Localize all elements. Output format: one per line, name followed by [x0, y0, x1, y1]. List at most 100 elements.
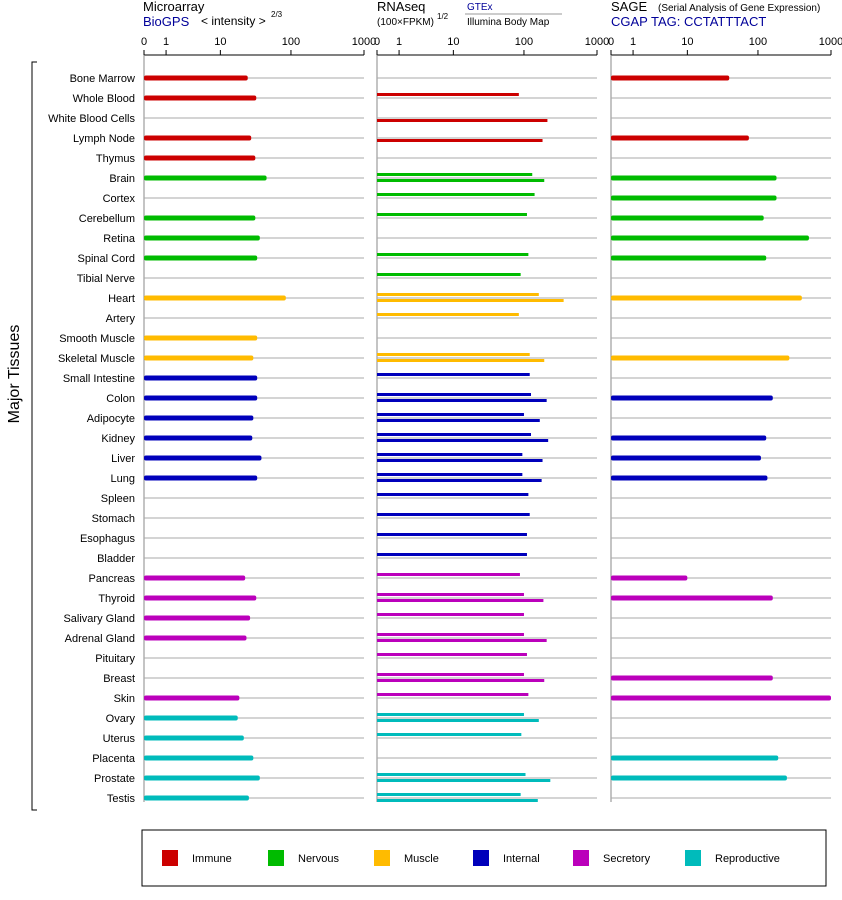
bar-gtex — [377, 773, 526, 776]
x-tick-label: 1 — [163, 36, 169, 48]
tissue-label: Prostate — [94, 773, 135, 785]
bar-gtex — [377, 433, 532, 436]
legend-label-internal: Internal — [503, 853, 540, 865]
bar-value — [611, 215, 764, 221]
bar-gtex — [377, 373, 530, 376]
bar-value — [611, 175, 777, 181]
bar-gtex — [377, 593, 524, 596]
tissue-label: Salivary Gland — [63, 613, 135, 625]
bar-value — [611, 395, 773, 401]
tissue-label: Stomach — [92, 513, 135, 525]
bar-gtex — [377, 533, 527, 536]
x-tick-label: 100 — [749, 36, 767, 48]
bar-value — [144, 715, 238, 721]
bar-value — [611, 75, 730, 81]
bar-value — [144, 355, 254, 361]
tissue-label: Adipocyte — [87, 413, 135, 425]
legend-swatch-muscle — [374, 850, 390, 866]
tissue-label: Uterus — [103, 733, 136, 745]
bar-value — [144, 255, 258, 261]
tissue-label: Artery — [106, 313, 136, 325]
illumina-body-map-label: Illumina Body Map — [467, 17, 550, 28]
bar-gtex — [377, 353, 530, 356]
bar-value — [144, 595, 257, 601]
tissue-label: Whole Blood — [73, 93, 135, 105]
bar-value — [144, 775, 260, 781]
tissue-label: Thyroid — [98, 593, 135, 605]
tissue-label: Spinal Cord — [78, 253, 135, 265]
bar-gtex — [377, 693, 529, 696]
x-tick-label: 10 — [447, 36, 459, 48]
x-tick-label: 0 — [141, 36, 147, 48]
bar-value — [611, 675, 773, 681]
x-tick-label: 1 — [396, 36, 402, 48]
x-tick-label: 100 — [515, 36, 533, 48]
bar-gtex — [377, 653, 527, 656]
y-axis-label: Major Tissues — [6, 325, 23, 424]
sage-header: SAGE (Serial Analysis of Gene Expression… — [611, 0, 820, 29]
legend-swatch-internal — [473, 850, 489, 866]
bar-value — [611, 255, 767, 261]
bar-illumina — [377, 479, 542, 482]
tissue-label: Adrenal Gland — [65, 633, 135, 645]
bar-value — [611, 455, 761, 461]
biogps-link[interactable]: BioGPS — [143, 14, 190, 29]
bar-value — [144, 335, 258, 341]
legend-label-immune: Immune — [192, 853, 232, 865]
bar-illumina — [377, 639, 547, 642]
intensity-label: < intensity > — [201, 14, 266, 28]
bar-value — [144, 455, 262, 461]
bar-value — [611, 435, 767, 441]
bar-illumina — [377, 139, 543, 142]
tissue-label: Pituitary — [95, 653, 135, 665]
bar-value — [144, 575, 246, 581]
bar-gtex — [377, 553, 527, 556]
microarray-header: Microarray BioGPS < intensity > 2/3 — [143, 0, 283, 29]
bar-value — [144, 75, 248, 81]
legend-swatch-reproductive — [685, 850, 701, 866]
bar-gtex — [377, 613, 524, 616]
tissue-label: Thymus — [96, 153, 136, 165]
bar-gtex — [377, 93, 519, 96]
bar-gtex — [377, 273, 521, 276]
bar-illumina — [377, 599, 544, 602]
bar-gtex — [377, 213, 527, 216]
bar-value — [611, 575, 688, 581]
gtex-link[interactable]: GTEx — [467, 2, 493, 13]
tissue-label: Small Intestine — [63, 373, 135, 385]
bar-gtex — [377, 473, 523, 476]
bar-value — [144, 175, 267, 181]
bar-value — [144, 635, 247, 641]
bar-value — [144, 615, 251, 621]
cgap-tag-label[interactable]: CGAP TAG: CCTATTTACT — [611, 14, 766, 29]
tissue-label: Testis — [107, 793, 136, 805]
tissue-label: Kidney — [101, 433, 135, 445]
bar-illumina — [377, 419, 540, 422]
tissue-label: Cerebellum — [79, 213, 135, 225]
tissue-label: White Blood Cells — [48, 113, 135, 125]
legend-swatch-nervous — [268, 850, 284, 866]
bar-gtex — [377, 453, 523, 456]
legend-swatch-immune — [162, 850, 178, 866]
bar-illumina — [377, 299, 564, 302]
bar-value — [611, 775, 787, 781]
tissue-label: Esophagus — [80, 533, 136, 545]
tissue-label: Pancreas — [89, 573, 136, 585]
tissue-label: Colon — [106, 393, 135, 405]
fpkm-label: (100×FPKM) — [377, 17, 434, 28]
bar-gtex — [377, 733, 522, 736]
bar-value — [144, 435, 253, 441]
bar-value — [144, 215, 256, 221]
bar-value — [611, 755, 779, 761]
legend-swatch-secretory — [573, 850, 589, 866]
tissue-label: Smooth Muscle — [59, 333, 135, 345]
bar-value — [611, 135, 749, 141]
bar-gtex — [377, 513, 530, 516]
sage-note: (Serial Analysis of Gene Expression) — [658, 3, 820, 14]
bar-illumina — [377, 119, 548, 122]
bar-value — [144, 395, 258, 401]
bar-gtex — [377, 253, 529, 256]
bar-gtex — [377, 293, 539, 296]
bar-value — [611, 295, 802, 301]
